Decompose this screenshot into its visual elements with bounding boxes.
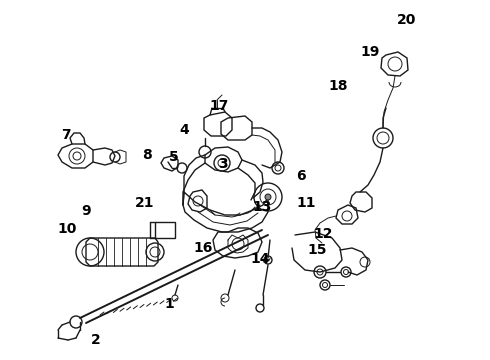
Text: 10: 10 — [58, 222, 77, 235]
Text: 21: 21 — [135, 197, 154, 210]
Text: 5: 5 — [169, 150, 179, 163]
Text: 16: 16 — [194, 242, 213, 255]
Text: 2: 2 — [91, 333, 100, 347]
Text: 3: 3 — [218, 157, 228, 171]
Text: 18: 18 — [328, 80, 348, 93]
Text: 4: 4 — [179, 123, 189, 136]
Text: 14: 14 — [250, 252, 270, 266]
Circle shape — [265, 194, 271, 200]
Text: 17: 17 — [210, 99, 229, 113]
Text: 20: 20 — [397, 13, 416, 27]
Text: 19: 19 — [360, 45, 380, 59]
Text: 12: 12 — [314, 227, 333, 241]
Text: 8: 8 — [142, 148, 152, 162]
Text: 6: 6 — [296, 170, 306, 183]
Text: 11: 11 — [296, 197, 316, 210]
Text: 7: 7 — [61, 128, 71, 142]
Text: 1: 1 — [164, 297, 174, 311]
Text: 15: 15 — [308, 243, 327, 257]
Text: 13: 13 — [252, 200, 272, 214]
Text: 9: 9 — [81, 204, 91, 217]
